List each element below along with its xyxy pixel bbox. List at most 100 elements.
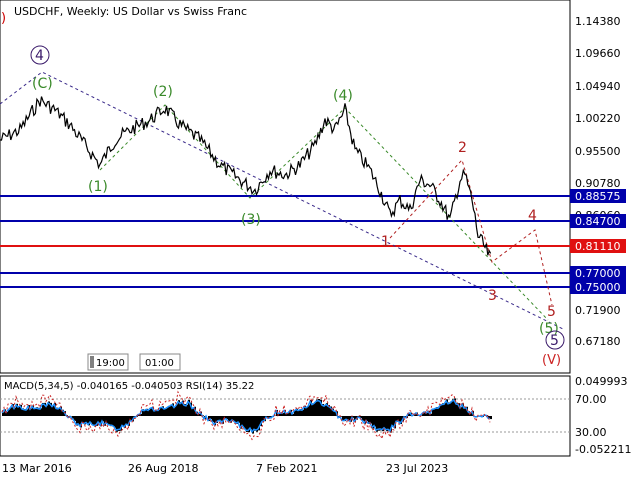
macd-bar (386, 416, 388, 432)
macd-bar (80, 416, 82, 428)
level-tag-0.77000: 0.77000 (570, 266, 626, 280)
macd-bar (44, 402, 46, 416)
macd-bar (280, 412, 282, 416)
macd-bar (364, 416, 366, 424)
macd-bar (50, 402, 52, 416)
macd-bar (218, 416, 220, 422)
macd-bar (256, 416, 258, 432)
price-pane[interactable] (0, 0, 571, 374)
macd-bar (156, 409, 158, 416)
macd-bar (42, 402, 44, 416)
macd-bar (48, 401, 50, 416)
macd-bar (76, 416, 78, 426)
macd-bar (102, 416, 104, 422)
price-axis: 1.14380 1.09660 1.04940 1.00220 0.95500 … (575, 15, 621, 348)
wave-label-red-3: 3 (488, 288, 497, 304)
svg-text:0.77000: 0.77000 (575, 267, 621, 280)
macd-bar (426, 412, 428, 416)
wave-label-5: (5) (539, 321, 559, 337)
macd-bar (56, 407, 58, 416)
macd-bar (326, 403, 328, 416)
macd-bar (60, 406, 62, 416)
macd-bar (32, 405, 34, 416)
macd-bar (462, 403, 464, 416)
macd-bar (362, 416, 364, 421)
macd-bar (112, 416, 114, 427)
macd-bar (26, 409, 28, 416)
macd-bar (436, 407, 438, 416)
svg-text:0.88575: 0.88575 (575, 190, 621, 203)
macd-bar (116, 416, 118, 432)
time-tick: 26 Aug 2018 (128, 462, 198, 475)
macd-bar (334, 410, 336, 416)
macd-bar (304, 405, 306, 416)
indicator-tick: 30.00 (575, 426, 607, 439)
macd-bar (90, 416, 92, 423)
macd-bar (188, 399, 190, 416)
macd-bar (52, 405, 54, 416)
macd-bar (408, 413, 410, 416)
macd-bar (124, 416, 126, 428)
macd-bar (172, 403, 174, 416)
macd-bar (34, 407, 36, 416)
macd-bar (210, 416, 212, 420)
macd-bar (444, 402, 446, 416)
macd-bar (144, 410, 146, 416)
macd-bar (324, 404, 326, 416)
macd-bar (458, 403, 460, 416)
macd-bar (28, 405, 30, 416)
macd-bar (18, 406, 20, 416)
macd-bar (314, 402, 316, 416)
macd-bar (260, 416, 262, 427)
price-tick: 0.67180 (575, 335, 621, 348)
price-tick: 1.04940 (575, 80, 621, 93)
macd-bar (110, 416, 112, 427)
macd-bar (456, 402, 458, 416)
macd-bar (20, 404, 22, 416)
macd-bar (164, 408, 166, 416)
macd-bar (392, 416, 394, 427)
macd-bar (308, 405, 310, 416)
macd-bar (286, 413, 288, 416)
macd-bar (366, 416, 368, 422)
time-marker-1[interactable]: 19:00 (87, 353, 129, 371)
macd-bar (192, 407, 194, 416)
time-marker-2[interactable]: 01:00 (139, 353, 181, 371)
macd-bar (162, 406, 164, 416)
wave-label-purple-5: 5 (550, 333, 559, 349)
macd-bar (140, 413, 142, 416)
macd-bar (340, 416, 342, 417)
indicator-tick: 0.049993 (575, 375, 628, 388)
macd-bar (292, 413, 294, 416)
macd-bar (36, 407, 38, 416)
macd-bar (118, 416, 120, 432)
macd-bar (216, 416, 218, 424)
wave-label-V: (V) (542, 353, 561, 368)
macd-bar (242, 416, 244, 427)
macd-bar (228, 416, 230, 422)
macd-bar (16, 403, 18, 416)
macd-bar (84, 416, 86, 425)
macd-bar (182, 400, 184, 416)
macd-bar (168, 405, 170, 416)
macd-bar (14, 407, 16, 416)
macd-bar (430, 413, 432, 416)
macd-bar (342, 416, 344, 421)
macd-bar (252, 416, 254, 434)
wave-label-partial: ) (1, 11, 6, 26)
wave-label-3: (3) (241, 212, 261, 228)
macd-bar (258, 416, 260, 431)
macd-bar (352, 416, 354, 418)
time-tick: 23 Jul 2023 (386, 462, 448, 475)
macd-bar (422, 413, 424, 416)
macd-bar (248, 416, 250, 433)
svg-text:01:00: 01:00 (145, 358, 174, 369)
time-tick: 7 Feb 2021 (256, 462, 317, 475)
macd-bar (384, 416, 386, 430)
macd-bar (282, 413, 284, 416)
macd-bar (354, 416, 356, 422)
macd-bar (370, 416, 372, 424)
macd-bar (198, 413, 200, 416)
macd-bar (212, 416, 214, 422)
